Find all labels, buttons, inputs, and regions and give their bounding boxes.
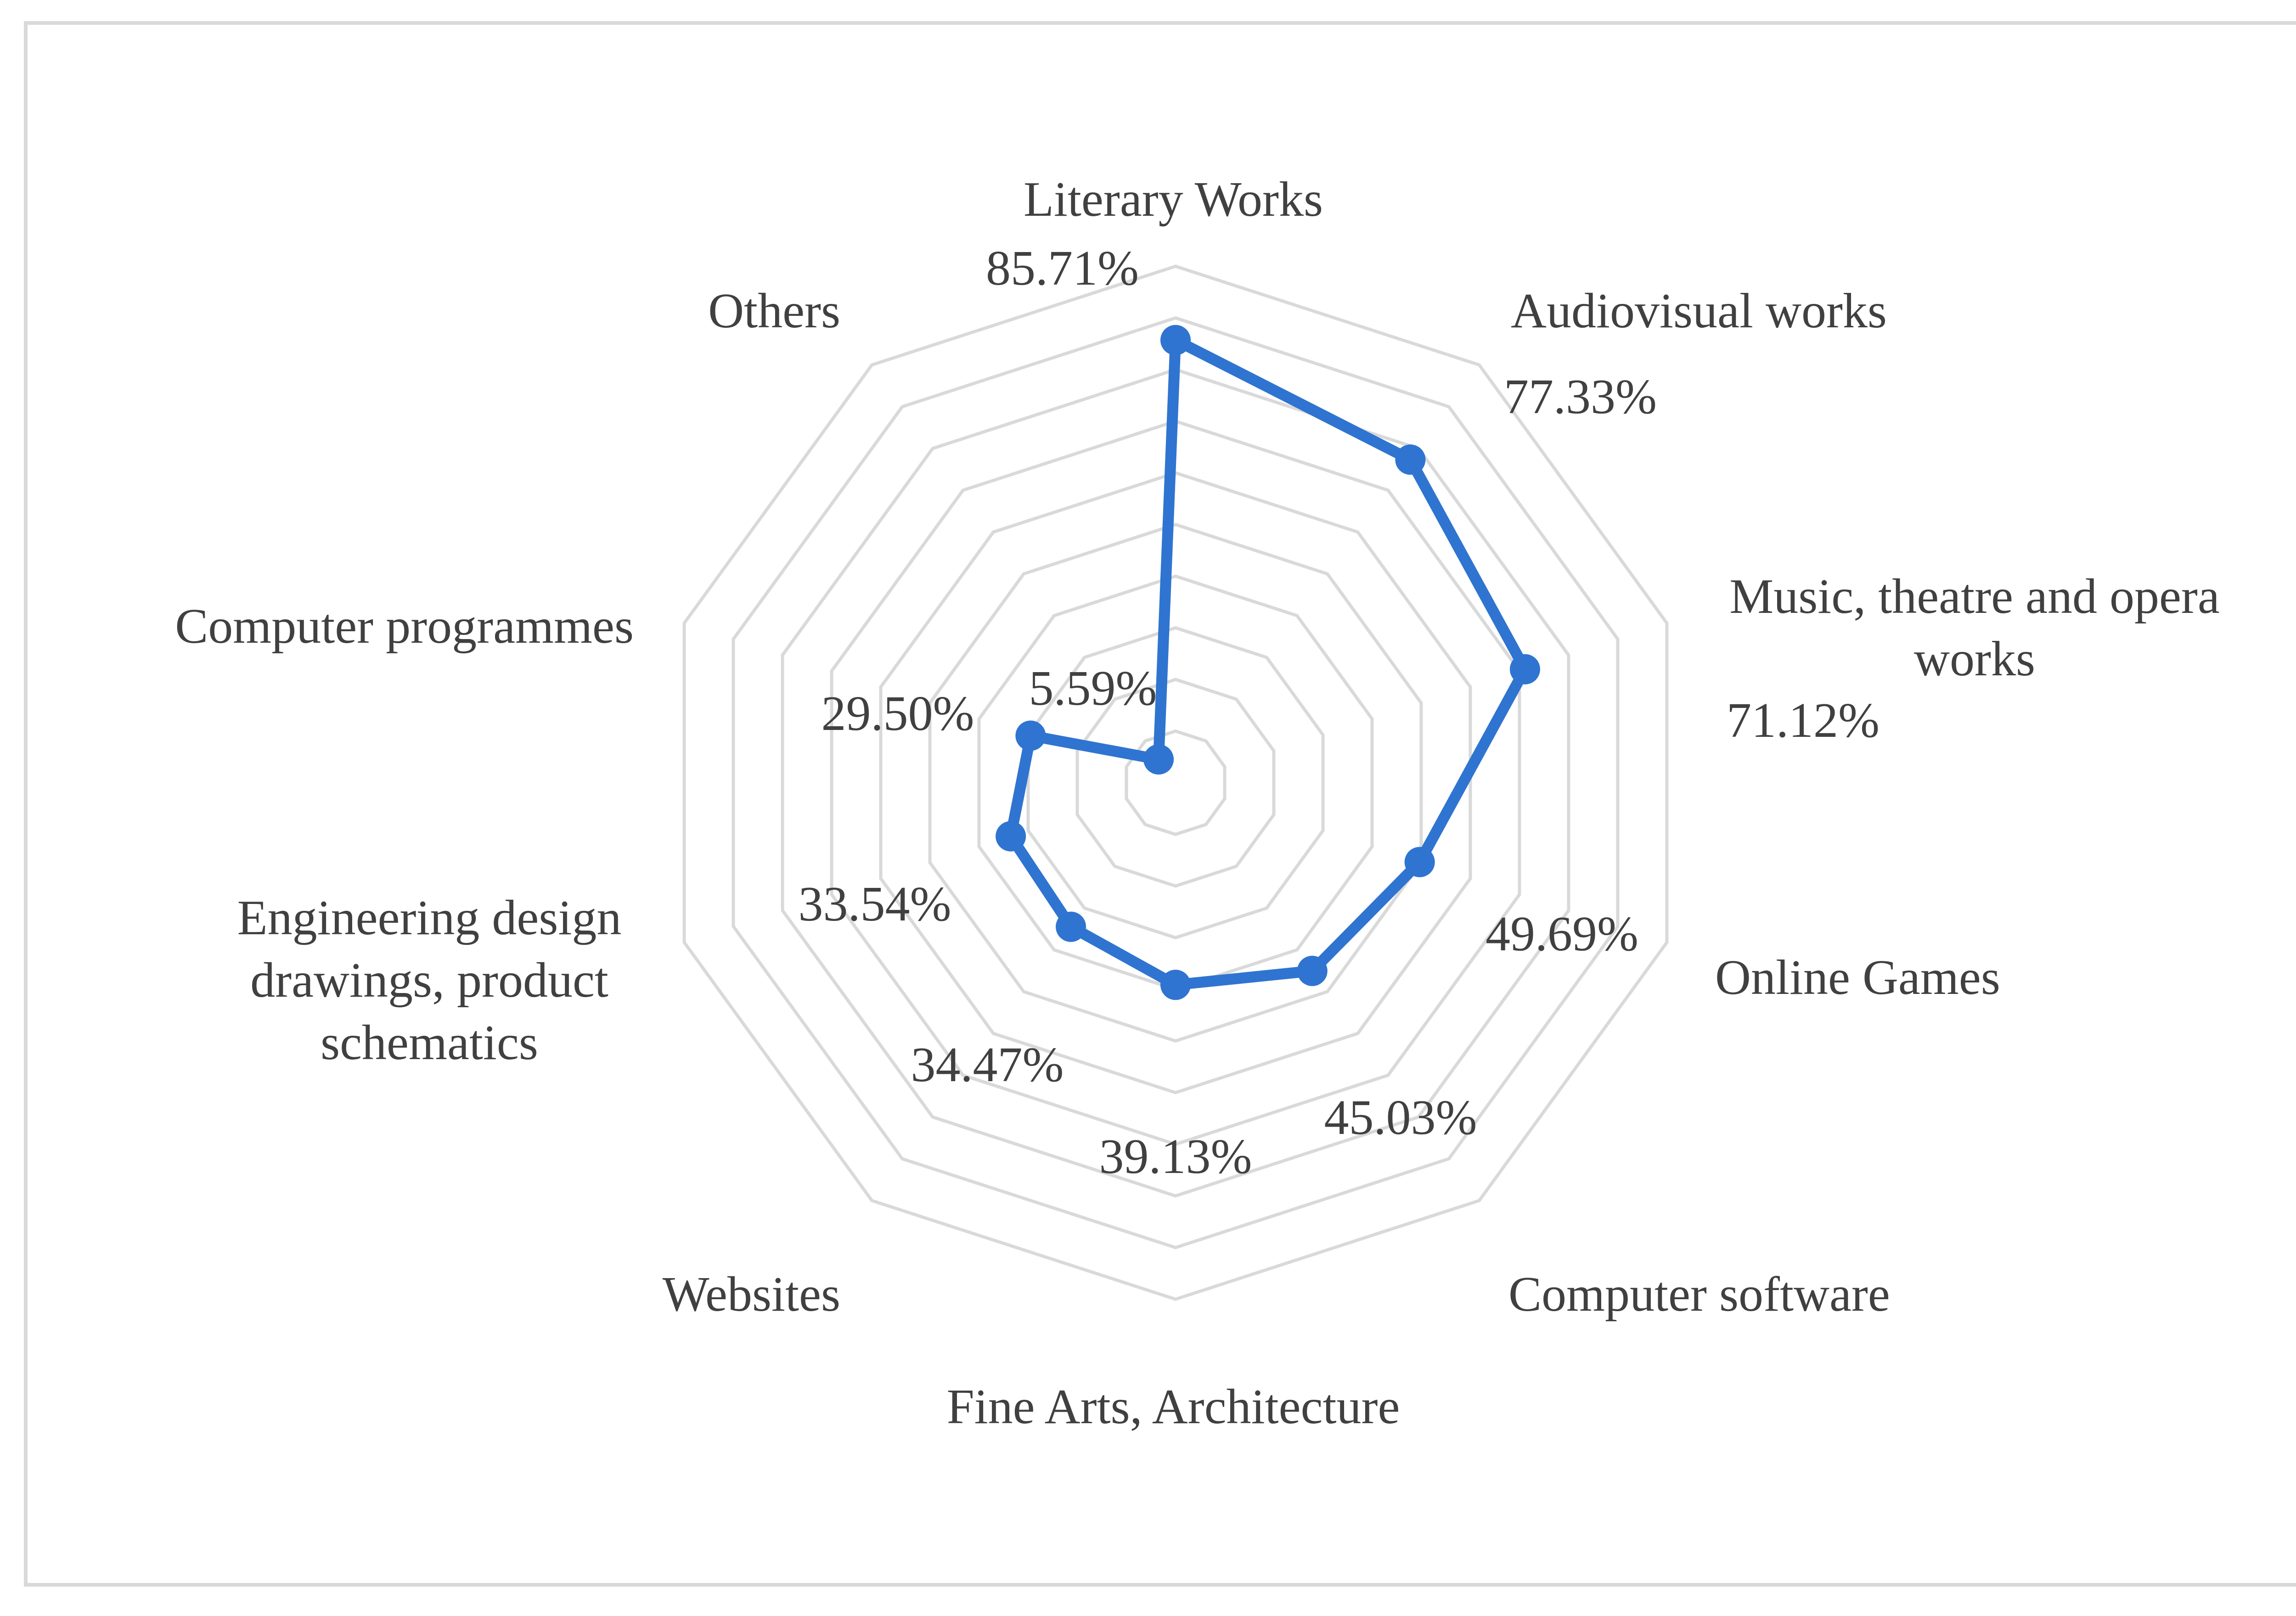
value-label-9: 29.50% [822,686,974,741]
category-label-1: Literary Works [1024,172,1323,227]
category-label-line: Literary Works [1024,172,1323,227]
grid-ring-10 [682,264,1669,1301]
labels: Literary Works Audiovisual works Music, th… [175,172,2220,1434]
data-point-5 [1297,955,1328,986]
value-label-7: 34.47% [911,1038,1064,1092]
category-label-line: Online Games [1715,950,2000,1005]
grid-ring-2 [1075,678,1276,888]
category-label-line: Music, theatre and opera [1729,569,2220,624]
grid-ring-3 [1026,626,1325,940]
category-label-line: Computer software [1508,1267,1890,1322]
value-label-6: 39.13% [1099,1129,1252,1184]
category-label-7: Websites [663,1267,840,1322]
grid [682,264,1669,1301]
category-label-line: Computer programmes [175,599,634,654]
category-label-10: Others [708,284,840,338]
data-point-8 [996,821,1026,852]
data-point-1 [1160,325,1191,355]
category-label-line: Others [708,284,840,338]
value-label-4: 49.69% [1486,907,1638,961]
value-label-8: 33.54% [799,877,951,931]
category-label-line: Audiovisual works [1511,284,1887,338]
data-point-4 [1404,847,1435,877]
category-label-3: Music, theatre and opera works [1729,569,2220,686]
value-label-1: 85.71% [986,241,1139,296]
category-label-line: schematics [321,1016,538,1070]
grid-ring-8 [781,368,1570,1198]
category-label-2: Audiovisual works [1511,284,1887,338]
series [996,325,1540,1000]
data-point-9 [1015,720,1046,751]
grid-ring-6 [879,471,1472,1094]
category-label-4: Online Games [1715,950,2000,1005]
value-label-2: 77.33% [1504,370,1657,424]
data-point-6 [1160,970,1191,1000]
value-label-10: 5.59% [1029,661,1157,716]
data-point-2 [1395,444,1426,475]
data-point-7 [1056,911,1086,942]
category-label-5: Computer software [1508,1267,1890,1322]
chart-frame [24,21,2296,1587]
category-label-line: works [1914,632,2035,686]
category-label-8: Engineering design drawings, product schem… [237,891,622,1070]
category-label-6: Fine Arts, Architecture [947,1380,1400,1434]
category-label-9: Computer programmes [175,599,634,654]
category-label-line: Fine Arts, Architecture [947,1380,1400,1434]
grid-ring-1 [1125,729,1227,836]
value-label-3: 71.12% [1727,693,1880,748]
category-label-line: drawings, product [250,953,608,1008]
value-label-5: 45.03% [1324,1090,1477,1145]
data-point-3 [1509,654,1540,685]
category-label-line: Websites [663,1267,840,1322]
grid-ring-7 [830,419,1521,1146]
grid-ring-5 [928,522,1423,1043]
grid-ring-9 [732,316,1620,1250]
grid-ring-4 [977,574,1374,991]
data-point-10 [1143,744,1174,775]
category-label-line: Engineering design [237,891,622,945]
